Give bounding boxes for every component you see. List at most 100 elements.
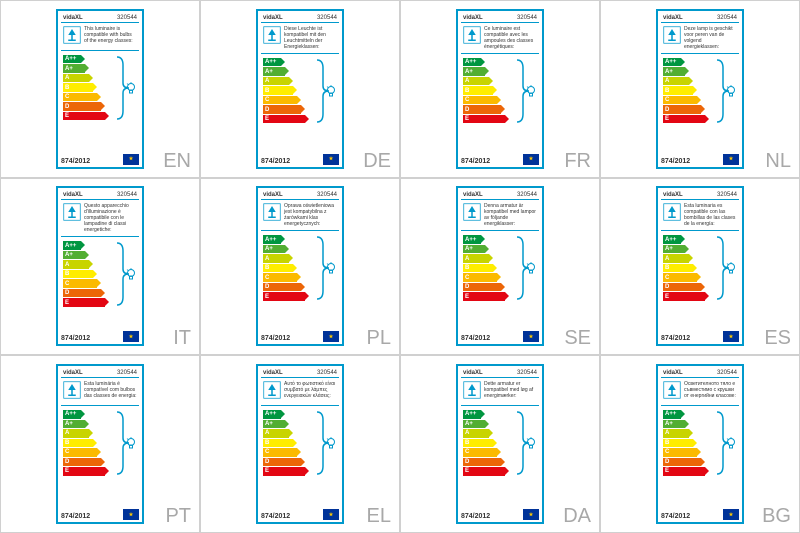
- energy-arrow: E: [663, 115, 705, 124]
- bulb-icon: [125, 437, 137, 449]
- model-text: 320544: [517, 15, 537, 21]
- lamp-icon: [63, 203, 81, 221]
- energy-arrow: A+: [263, 420, 305, 429]
- energy-class-code: D: [265, 107, 269, 113]
- regulation-text: 874/2012: [661, 513, 690, 520]
- model-text: 320544: [317, 192, 337, 198]
- energy-chart: A++A+ABCDE: [261, 54, 339, 132]
- language-code: SE: [564, 327, 591, 350]
- eu-flag-icon: [723, 154, 739, 165]
- label-cell: vidaXL320544Questo apparecchio d'illumin…: [0, 178, 200, 356]
- energy-class-code: A++: [665, 237, 676, 243]
- eu-flag-icon: [323, 509, 339, 520]
- energy-class-code: A: [65, 75, 69, 81]
- energy-class-code: A: [265, 78, 269, 84]
- energy-class-code: A: [265, 256, 269, 262]
- energy-class-code: B: [65, 440, 69, 446]
- label-cell: vidaXL320544Deze lamp is geschikt voor p…: [600, 0, 800, 178]
- arrows-column: A++A+ABCDE: [663, 235, 705, 305]
- label-cell: vidaXL320544Αυτό το φωτιστικό είναι συμβ…: [200, 355, 400, 533]
- model-text: 320544: [117, 370, 137, 376]
- eu-flag-icon: [523, 331, 539, 342]
- brand-text: vidaXL: [463, 192, 483, 198]
- energy-arrow: E: [63, 298, 105, 307]
- energy-arrow: D: [263, 458, 305, 467]
- energy-class-code: A+: [265, 421, 273, 427]
- arrows-column: A++A+ABCDE: [263, 235, 305, 305]
- energy-arrow: A++: [263, 58, 305, 67]
- energy-arrow: A: [63, 260, 105, 269]
- arrows-column: A++A+ABCDE: [263, 410, 305, 480]
- energy-arrow: A+: [263, 67, 305, 76]
- label-grid: vidaXL320544This luminaire is compatible…: [0, 0, 800, 533]
- energy-arrow: A+: [63, 64, 105, 73]
- energy-class-code: D: [65, 104, 69, 110]
- energy-class-code: D: [465, 284, 469, 290]
- lamp-icon: [463, 26, 481, 44]
- model-text: 320544: [117, 192, 137, 198]
- brand-text: vidaXL: [663, 192, 683, 198]
- label-header: vidaXL320544: [461, 191, 539, 200]
- eu-flag-icon: [723, 331, 739, 342]
- arrows-column: A++A+ABCDE: [663, 58, 705, 128]
- energy-class-code: E: [665, 294, 669, 300]
- energy-class-code: A++: [265, 411, 276, 417]
- info-section: Dette armatur er kompatibel med løg af e…: [461, 378, 539, 406]
- energy-class-code: E: [465, 468, 469, 474]
- energy-label: vidaXL320544Oprawa oświetleniowa jest ko…: [256, 186, 344, 346]
- model-text: 320544: [517, 370, 537, 376]
- energy-class-code: D: [665, 107, 669, 113]
- energy-arrow: A++: [663, 58, 705, 67]
- lamp-icon: [663, 381, 681, 399]
- energy-class-code: A++: [265, 59, 276, 65]
- eu-flag-icon: [123, 509, 139, 520]
- energy-class-code: D: [465, 107, 469, 113]
- label-header: vidaXL320544: [61, 369, 139, 378]
- energy-class-code: A++: [465, 237, 476, 243]
- lamp-icon: [663, 26, 681, 44]
- energy-arrow: B: [663, 264, 705, 273]
- energy-chart: A++A+ABCDE: [661, 54, 739, 132]
- energy-class-code: A++: [465, 59, 476, 65]
- bulb-icon: [525, 85, 537, 97]
- energy-arrow: A+: [463, 420, 505, 429]
- energy-chart: A++A+ABCDE: [61, 51, 139, 129]
- energy-arrow: A++: [63, 410, 105, 419]
- energy-class-code: C: [665, 449, 669, 455]
- brand-text: vidaXL: [263, 192, 283, 198]
- label-header: vidaXL320544: [461, 14, 539, 23]
- energy-class-code: A+: [65, 421, 73, 427]
- energy-arrow: C: [263, 273, 305, 282]
- arrows-column: A++A+ABCDE: [463, 410, 505, 480]
- model-text: 320544: [717, 370, 737, 376]
- energy-class-code: E: [65, 468, 69, 474]
- label-cell: vidaXL320544Dette armatur er kompatibel …: [400, 355, 600, 533]
- energy-class-code: B: [265, 88, 269, 94]
- eu-flag-icon: [123, 154, 139, 165]
- energy-label: vidaXL320544Ce luminaire est compatible …: [456, 9, 544, 169]
- language-code: PL: [367, 327, 391, 350]
- energy-class-code: B: [265, 440, 269, 446]
- energy-arrow: E: [263, 292, 305, 301]
- energy-class-code: A: [465, 256, 469, 262]
- info-section: Осветителното тяло е съвместимо с крушки…: [661, 378, 739, 406]
- bulb-icon: [125, 268, 137, 280]
- energy-arrow: B: [263, 439, 305, 448]
- energy-class-code: D: [665, 284, 669, 290]
- label-footer: 874/2012: [461, 331, 539, 342]
- energy-arrow: B: [463, 86, 505, 95]
- energy-arrow: B: [63, 270, 105, 279]
- energy-class-code: A++: [465, 411, 476, 417]
- energy-class-code: B: [665, 265, 669, 271]
- energy-class-code: B: [265, 265, 269, 271]
- energy-arrow: A: [63, 74, 105, 83]
- energy-arrow: A++: [663, 410, 705, 419]
- energy-arrow: A++: [63, 241, 105, 250]
- brand-text: vidaXL: [663, 370, 683, 376]
- lamp-icon: [663, 203, 681, 221]
- energy-class-code: B: [465, 88, 469, 94]
- energy-arrow: A: [263, 429, 305, 438]
- arrows-column: A++A+ABCDE: [663, 410, 705, 480]
- energy-arrow: A+: [463, 67, 505, 76]
- energy-arrow: E: [663, 467, 705, 476]
